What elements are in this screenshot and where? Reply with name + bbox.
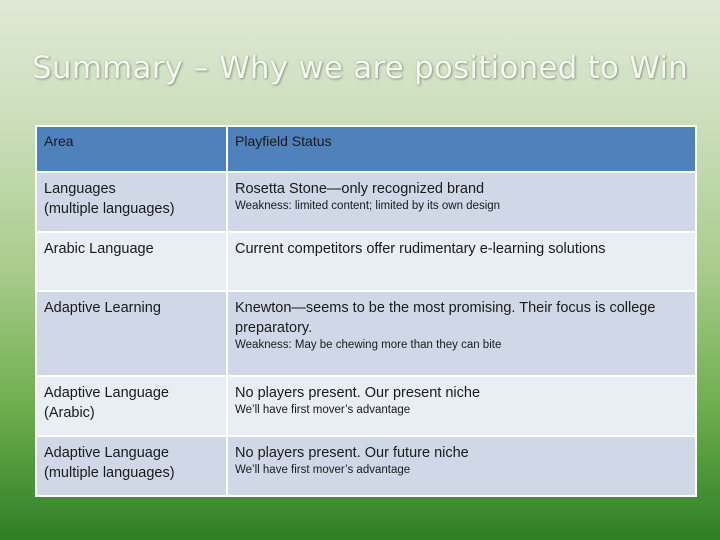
table-row: Adaptive Language (Arabic) No players pr… (35, 375, 697, 437)
slide-title: Summary – Why we are positioned to Win (32, 50, 688, 86)
area-name: Adaptive Language (44, 445, 169, 461)
header-status: Playfield Status (226, 125, 697, 173)
table-row: Languages (multiple languages) Rosetta S… (35, 171, 697, 233)
status-text: Current competitors offer rudimentary e-… (235, 241, 606, 257)
area-name: Adaptive Learning (44, 300, 161, 316)
status-text: No players present. Our present niche (235, 385, 481, 401)
status-cell: Knewton—seems to be the most promising. … (226, 290, 697, 377)
status-text: Knewton—seems to be the most promising. … (235, 300, 656, 336)
status-cell: No players present. Our present niche We… (226, 375, 697, 437)
status-note: Weakness: May be chewing more than they … (235, 339, 502, 351)
table-row: Adaptive Language (multiple languages) N… (35, 435, 697, 497)
status-text: No players present. Our future niche (235, 445, 469, 461)
status-cell: Current competitors offer rudimentary e-… (226, 231, 697, 292)
area-cell: Adaptive Language (multiple languages) (35, 435, 228, 497)
area-qualifier: (multiple languages) (44, 465, 175, 481)
status-note: We’ll have first mover’s advantage (235, 464, 411, 476)
table-row: Adaptive Learning Knewton—seems to be th… (35, 290, 697, 377)
area-name: Adaptive Language (44, 385, 169, 401)
status-cell: Rosetta Stone—only recognized brand Weak… (226, 171, 697, 233)
header-area: Area (35, 125, 228, 173)
area-cell: Arabic Language (35, 231, 228, 292)
area-qualifier: (Arabic) (44, 405, 95, 421)
status-text: Rosetta Stone—only recognized brand (235, 181, 485, 197)
area-cell: Languages (multiple languages) (35, 171, 228, 233)
status-note: Weakness: limited content; limited by it… (235, 200, 501, 212)
area-cell: Adaptive Language (Arabic) (35, 375, 228, 437)
table-header-row: Area Playfield Status (35, 125, 697, 173)
area-cell: Adaptive Learning (35, 290, 228, 377)
area-qualifier: (multiple languages) (44, 201, 175, 217)
status-cell: No players present. Our future niche We’… (226, 435, 697, 497)
table-row: Arabic Language Current competitors offe… (35, 231, 697, 292)
area-name: Arabic Language (44, 241, 154, 257)
status-note: We’ll have first mover’s advantage (235, 404, 411, 416)
area-name: Languages (44, 181, 116, 197)
summary-table: Area Playfield Status Languages (multipl… (35, 125, 697, 497)
